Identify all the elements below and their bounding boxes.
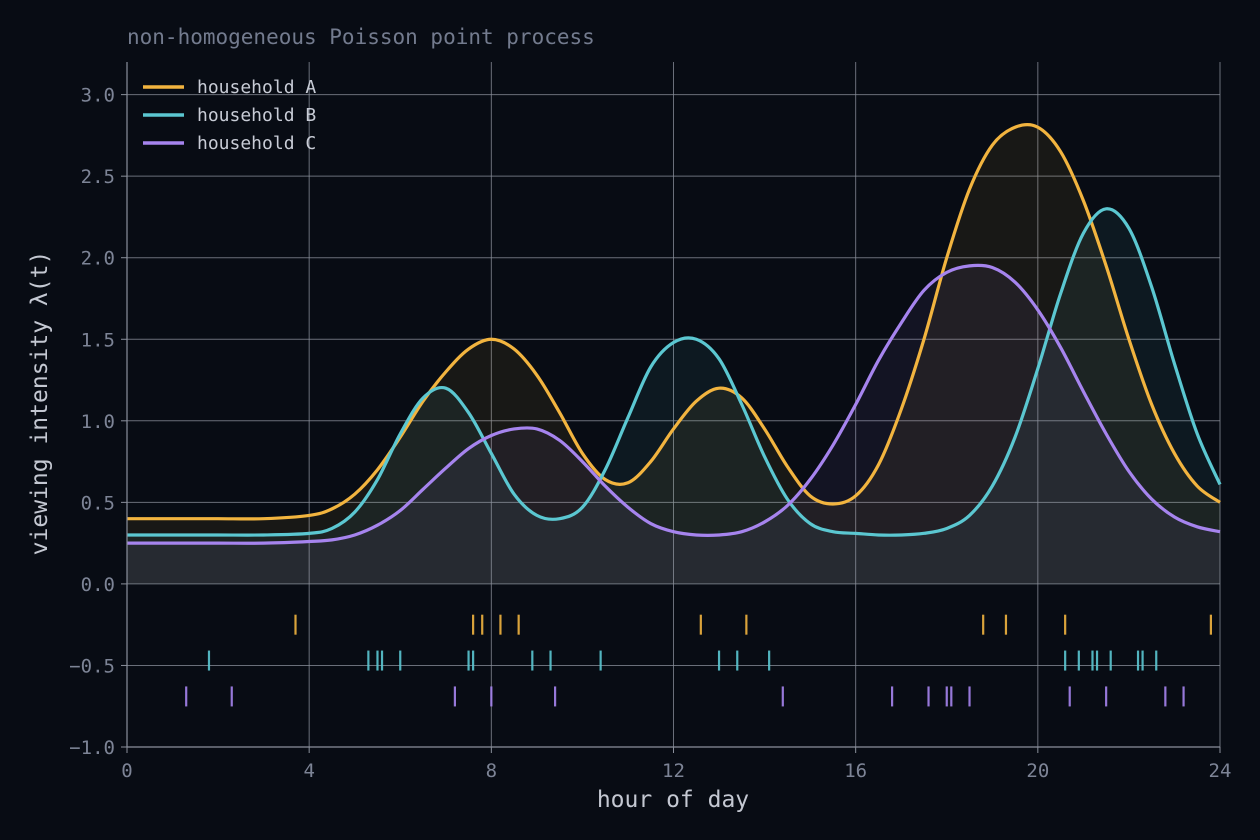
chart-title: non-homogeneous Poisson point process: [127, 25, 595, 49]
event-ticks: [185, 614, 1212, 707]
x-axis-label: hour of day: [597, 787, 749, 813]
series-lines: [126, 122, 1222, 545]
household-b-fill: [127, 208, 1220, 584]
legend: household A household B household C: [143, 77, 316, 154]
household-c-fill: [127, 265, 1220, 584]
x-tick-label: 20: [1026, 760, 1049, 782]
x-tick-label: 24: [1209, 760, 1232, 782]
y-tick-label: −0.5: [69, 655, 115, 677]
x-tick-label: 4: [303, 760, 314, 782]
x-tick-label: 16: [844, 760, 867, 782]
axes: [121, 62, 1221, 753]
x-tick-label: 0: [121, 760, 132, 782]
y-tick-label: 1.5: [81, 329, 115, 351]
y-tick-label: 1.0: [81, 411, 115, 433]
y-tick-label: 2.5: [81, 166, 115, 188]
household-b-line: [126, 207, 1222, 537]
y-tick-label: −1.0: [69, 737, 115, 759]
legend-label-household-c: household C: [197, 133, 316, 154]
household-c-line: [127, 263, 1221, 545]
legend-label-household-b: household B: [197, 105, 316, 126]
y-tick-label: 3.0: [81, 85, 115, 107]
series-fills: [127, 124, 1220, 584]
legend-label-household-a: household A: [197, 77, 316, 98]
y-tick-label: 0.5: [81, 492, 115, 514]
y-tick-label: 2.0: [81, 248, 115, 270]
tick-labels: 0 4 8 12 16 20 24 −1.0 −0.5 0.0 0.5 1.0 1.5 2.0 2.5 3.0: [69, 85, 1231, 782]
x-tick-label: 12: [662, 760, 685, 782]
household-a-fill: [127, 124, 1220, 584]
y-tick-label: 0.0: [81, 574, 115, 596]
x-tick-label: 8: [486, 760, 497, 782]
y-axis-label: viewing intensity λ(t): [27, 251, 53, 556]
